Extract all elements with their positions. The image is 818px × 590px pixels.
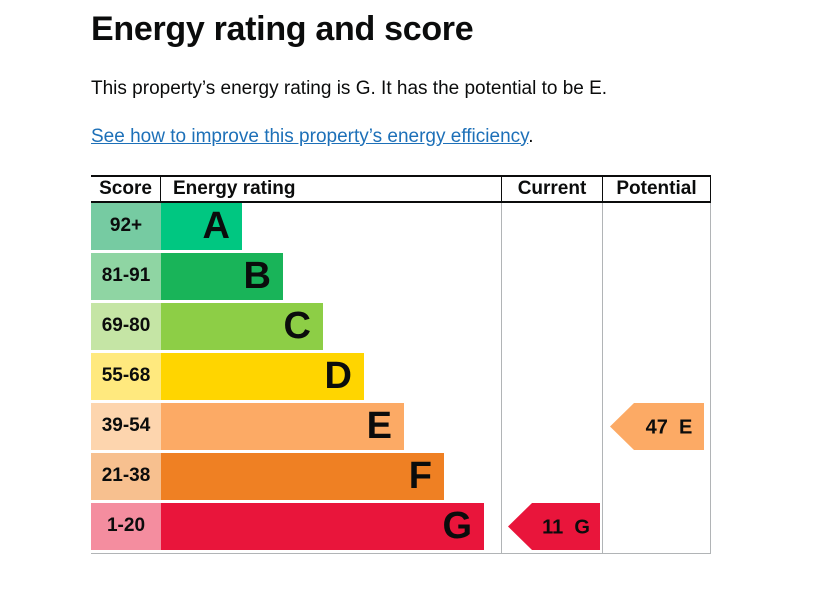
band-score-range: 39-54 bbox=[91, 402, 161, 450]
band-bar: C bbox=[161, 302, 323, 350]
band-letter: D bbox=[324, 355, 352, 398]
current-column-cell bbox=[501, 452, 602, 503]
band-score-range: 92+ bbox=[91, 202, 161, 250]
column-header-score: Score bbox=[91, 176, 161, 201]
current-column-cell bbox=[501, 252, 602, 303]
band-bar: F bbox=[161, 452, 444, 500]
band-letter: A bbox=[202, 205, 230, 248]
rating-summary-text: This property’s energy rating is G. It h… bbox=[91, 78, 608, 99]
band-bar: B bbox=[161, 252, 283, 300]
potential-column-cell: 47 E bbox=[602, 402, 711, 453]
band-bar-column: E bbox=[161, 402, 501, 453]
potential-rating-arrow: 47 E bbox=[610, 402, 704, 450]
band-score-range: 1-20 bbox=[91, 502, 161, 550]
band-bar-column: C bbox=[161, 302, 501, 353]
epc-band-row-d: 55-68 D bbox=[91, 352, 711, 403]
column-header-potential: Potential bbox=[602, 176, 711, 201]
band-bar-column: D bbox=[161, 352, 501, 403]
epc-band-row-e: 39-54 E 47 E bbox=[91, 402, 711, 453]
band-bar-column: F bbox=[161, 452, 501, 503]
potential-column-cell bbox=[602, 202, 711, 253]
current-column-cell: 11 G bbox=[501, 502, 602, 553]
band-letter: E bbox=[366, 405, 392, 448]
band-bar: D bbox=[161, 352, 364, 400]
arrow-label: 11 G bbox=[542, 516, 590, 538]
current-rating-arrow: 11 G bbox=[508, 502, 600, 550]
improve-efficiency-line: See how to improve this property’s energ… bbox=[91, 126, 818, 148]
epc-band-row-g: 1-20 G 11 G bbox=[91, 502, 711, 553]
potential-column-cell bbox=[602, 302, 711, 353]
band-letter: C bbox=[283, 305, 311, 348]
current-column-cell bbox=[501, 402, 602, 453]
band-score-range: 81-91 bbox=[91, 252, 161, 300]
potential-column-cell bbox=[602, 502, 711, 553]
potential-column-cell bbox=[602, 452, 711, 503]
band-letter: F bbox=[408, 455, 432, 498]
page-title: Energy rating and score bbox=[91, 10, 474, 48]
band-bar-column: A bbox=[161, 202, 501, 253]
potential-column-cell bbox=[602, 352, 711, 403]
epc-band-row-a: 92+ A bbox=[91, 202, 711, 253]
potential-column-cell bbox=[602, 252, 711, 303]
band-bar-column: B bbox=[161, 252, 501, 303]
epc-rows: 92+ A 81-91 B 69-80 C 55-68 D 39-54 E 47 E 21-38 F 1-… bbox=[91, 202, 711, 554]
epc-band-row-f: 21-38 F bbox=[91, 452, 711, 503]
epc-band-row-b: 81-91 B bbox=[91, 252, 711, 303]
energy-rating-chart: Score Energy rating Current Potential 92… bbox=[91, 174, 711, 554]
arrow-label: 47 E bbox=[646, 416, 693, 438]
current-column-cell bbox=[501, 352, 602, 403]
current-column-cell bbox=[501, 302, 602, 353]
epc-band-row-c: 69-80 C bbox=[91, 302, 711, 353]
band-bar-column: G bbox=[161, 502, 501, 553]
column-header-current: Current bbox=[501, 176, 602, 201]
current-column-cell bbox=[501, 202, 602, 253]
improve-efficiency-link[interactable]: See how to improve this property’s energ… bbox=[91, 125, 529, 147]
epc-table-header: Score Energy rating Current Potential bbox=[91, 174, 711, 203]
band-letter: G bbox=[442, 505, 472, 548]
band-bar: A bbox=[161, 202, 242, 250]
band-score-range: 55-68 bbox=[91, 352, 161, 400]
arrow-shape bbox=[610, 402, 704, 450]
energy-certificate-page: Energy rating and score This property’s … bbox=[91, 10, 818, 554]
band-bar: G bbox=[161, 502, 484, 550]
link-suffix: . bbox=[528, 125, 534, 147]
column-header-energy-rating: Energy rating bbox=[173, 177, 296, 199]
band-bar: E bbox=[161, 402, 404, 450]
band-score-range: 21-38 bbox=[91, 452, 161, 500]
arrow-shape bbox=[508, 502, 600, 550]
band-score-range: 69-80 bbox=[91, 302, 161, 350]
band-letter: B bbox=[243, 255, 271, 298]
